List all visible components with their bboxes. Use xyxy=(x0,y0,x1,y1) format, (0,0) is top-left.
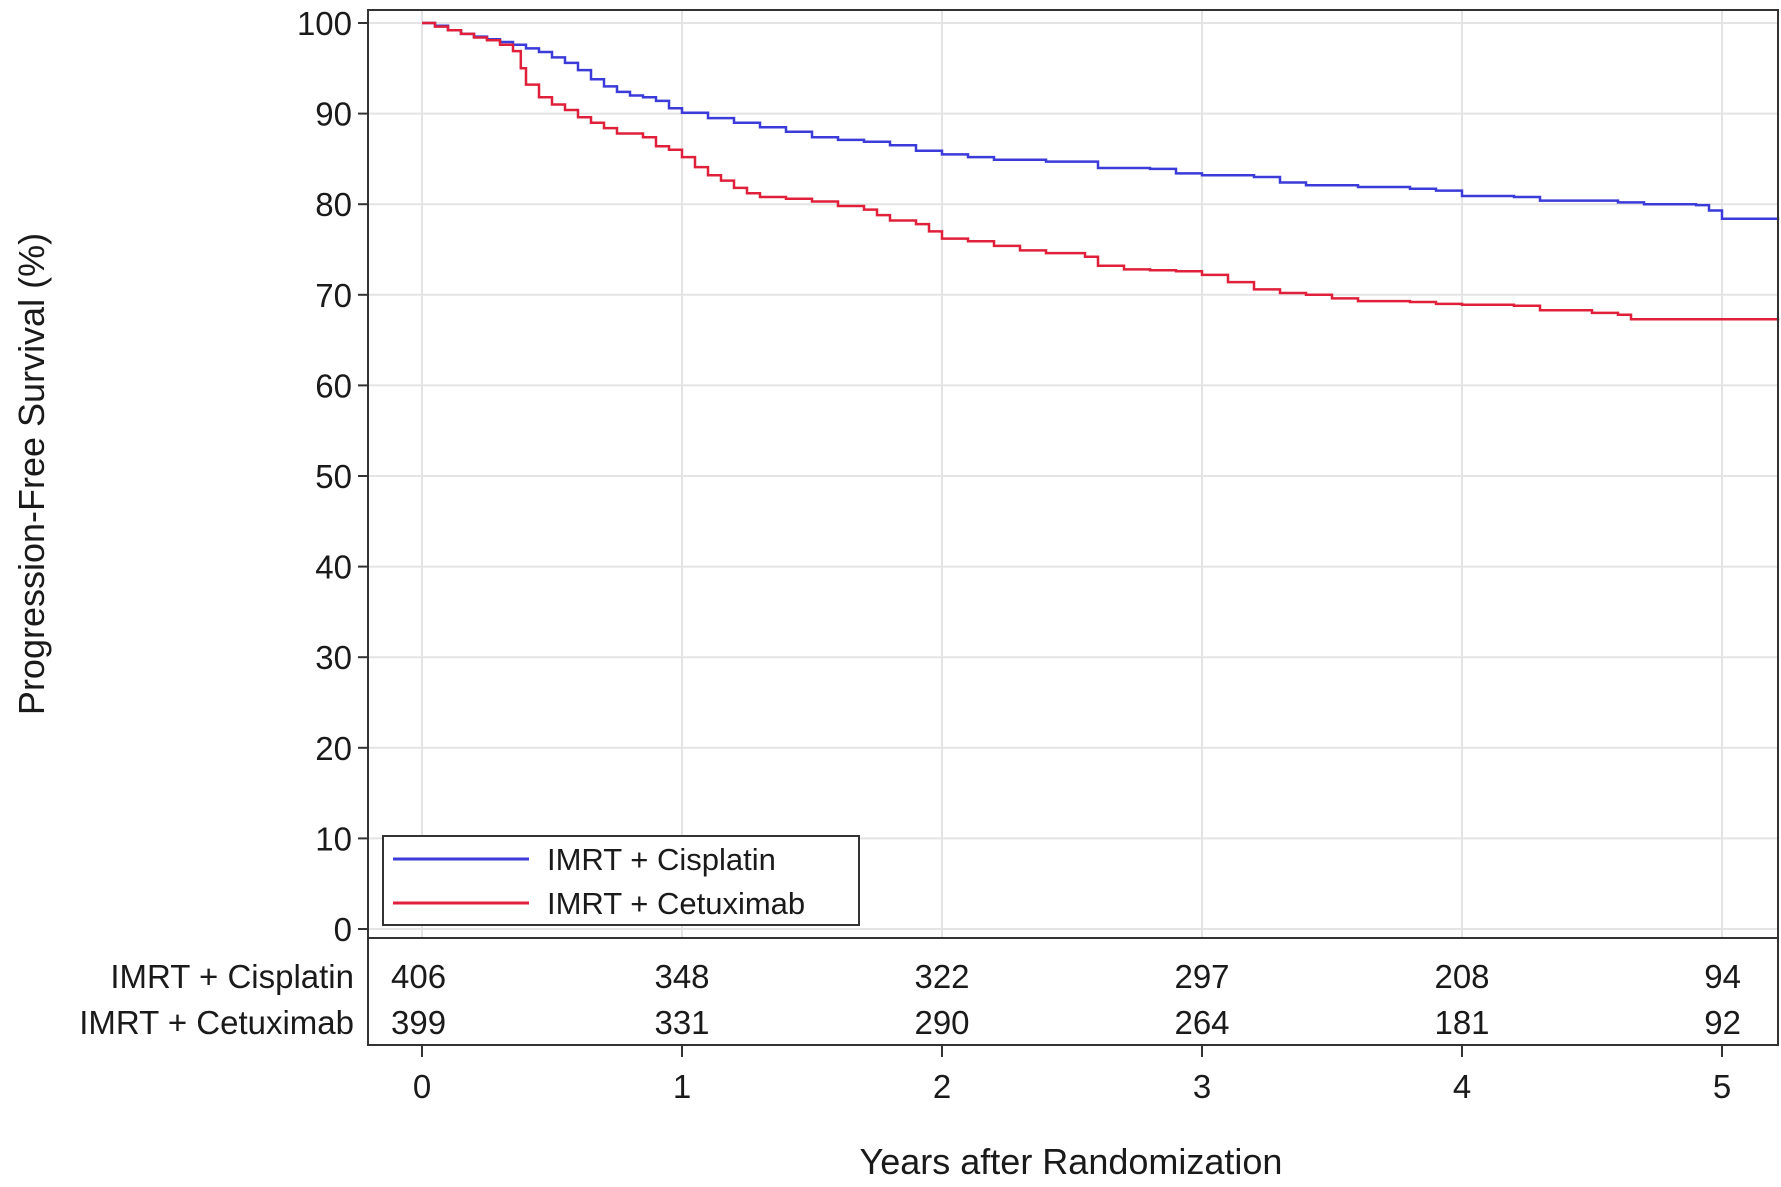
x-axis: 0 1 2 3 4 5 xyxy=(413,1045,1731,1105)
risk-count: 208 xyxy=(1434,958,1489,995)
risk-count: 322 xyxy=(914,958,969,995)
y-tick-label: 80 xyxy=(315,186,352,223)
legend-label: IMRT + Cisplatin xyxy=(547,842,776,877)
x-tick-label: 2 xyxy=(933,1068,951,1105)
legend: IMRT + Cisplatin IMRT + Cetuximab xyxy=(382,835,860,926)
x-tick-label: 4 xyxy=(1453,1068,1471,1105)
risk-count: 94 xyxy=(1704,958,1741,995)
y-axis: 0 10 20 30 40 50 60 70 80 90 100 xyxy=(297,5,368,948)
risk-count: 348 xyxy=(654,958,709,995)
y-tick-label: 60 xyxy=(315,367,352,404)
y-tick-label: 0 xyxy=(334,911,352,948)
y-tick-label: 30 xyxy=(315,639,352,676)
legend-label: IMRT + Cetuximab xyxy=(547,886,805,921)
risk-table-frame xyxy=(367,937,1779,1046)
series-line-1 xyxy=(422,21,1780,220)
y-tick-label: 10 xyxy=(315,820,352,857)
series-layer xyxy=(422,21,1780,321)
x-tick-label: 3 xyxy=(1193,1068,1211,1105)
risk-count: 399 xyxy=(391,1004,446,1041)
plot-frame xyxy=(367,9,1779,939)
risk-count: 297 xyxy=(1174,958,1229,995)
x-tick-label: 0 xyxy=(413,1068,431,1105)
y-tick-label: 40 xyxy=(315,549,352,586)
risk-table: IMRT + Cisplatin 406 348 322 297 208 94 IMRT + … xyxy=(79,958,1741,1041)
series-line-2 xyxy=(422,21,1780,321)
risk-row-label: IMRT + Cisplatin xyxy=(110,958,354,995)
x-tick-label: 5 xyxy=(1713,1068,1731,1105)
grid-layer xyxy=(368,10,1778,938)
y-tick-label: 50 xyxy=(315,458,352,495)
risk-count: 290 xyxy=(914,1004,969,1041)
risk-count: 181 xyxy=(1434,1004,1489,1041)
y-tick-label: 90 xyxy=(315,96,352,133)
y-tick-label: 100 xyxy=(297,5,352,42)
y-axis-title: Progression-Free Survival (%) xyxy=(11,233,52,715)
risk-count: 264 xyxy=(1174,1004,1229,1041)
legend-box xyxy=(382,835,860,926)
risk-count: 331 xyxy=(654,1004,709,1041)
y-tick-label: 70 xyxy=(315,277,352,314)
y-tick-label: 20 xyxy=(315,730,352,767)
risk-count: 406 xyxy=(391,958,446,995)
x-tick-label: 1 xyxy=(673,1068,691,1105)
risk-row-label: IMRT + Cetuximab xyxy=(79,1004,354,1041)
risk-count: 92 xyxy=(1704,1004,1741,1041)
x-axis-title: Years after Randomization xyxy=(860,1141,1283,1182)
